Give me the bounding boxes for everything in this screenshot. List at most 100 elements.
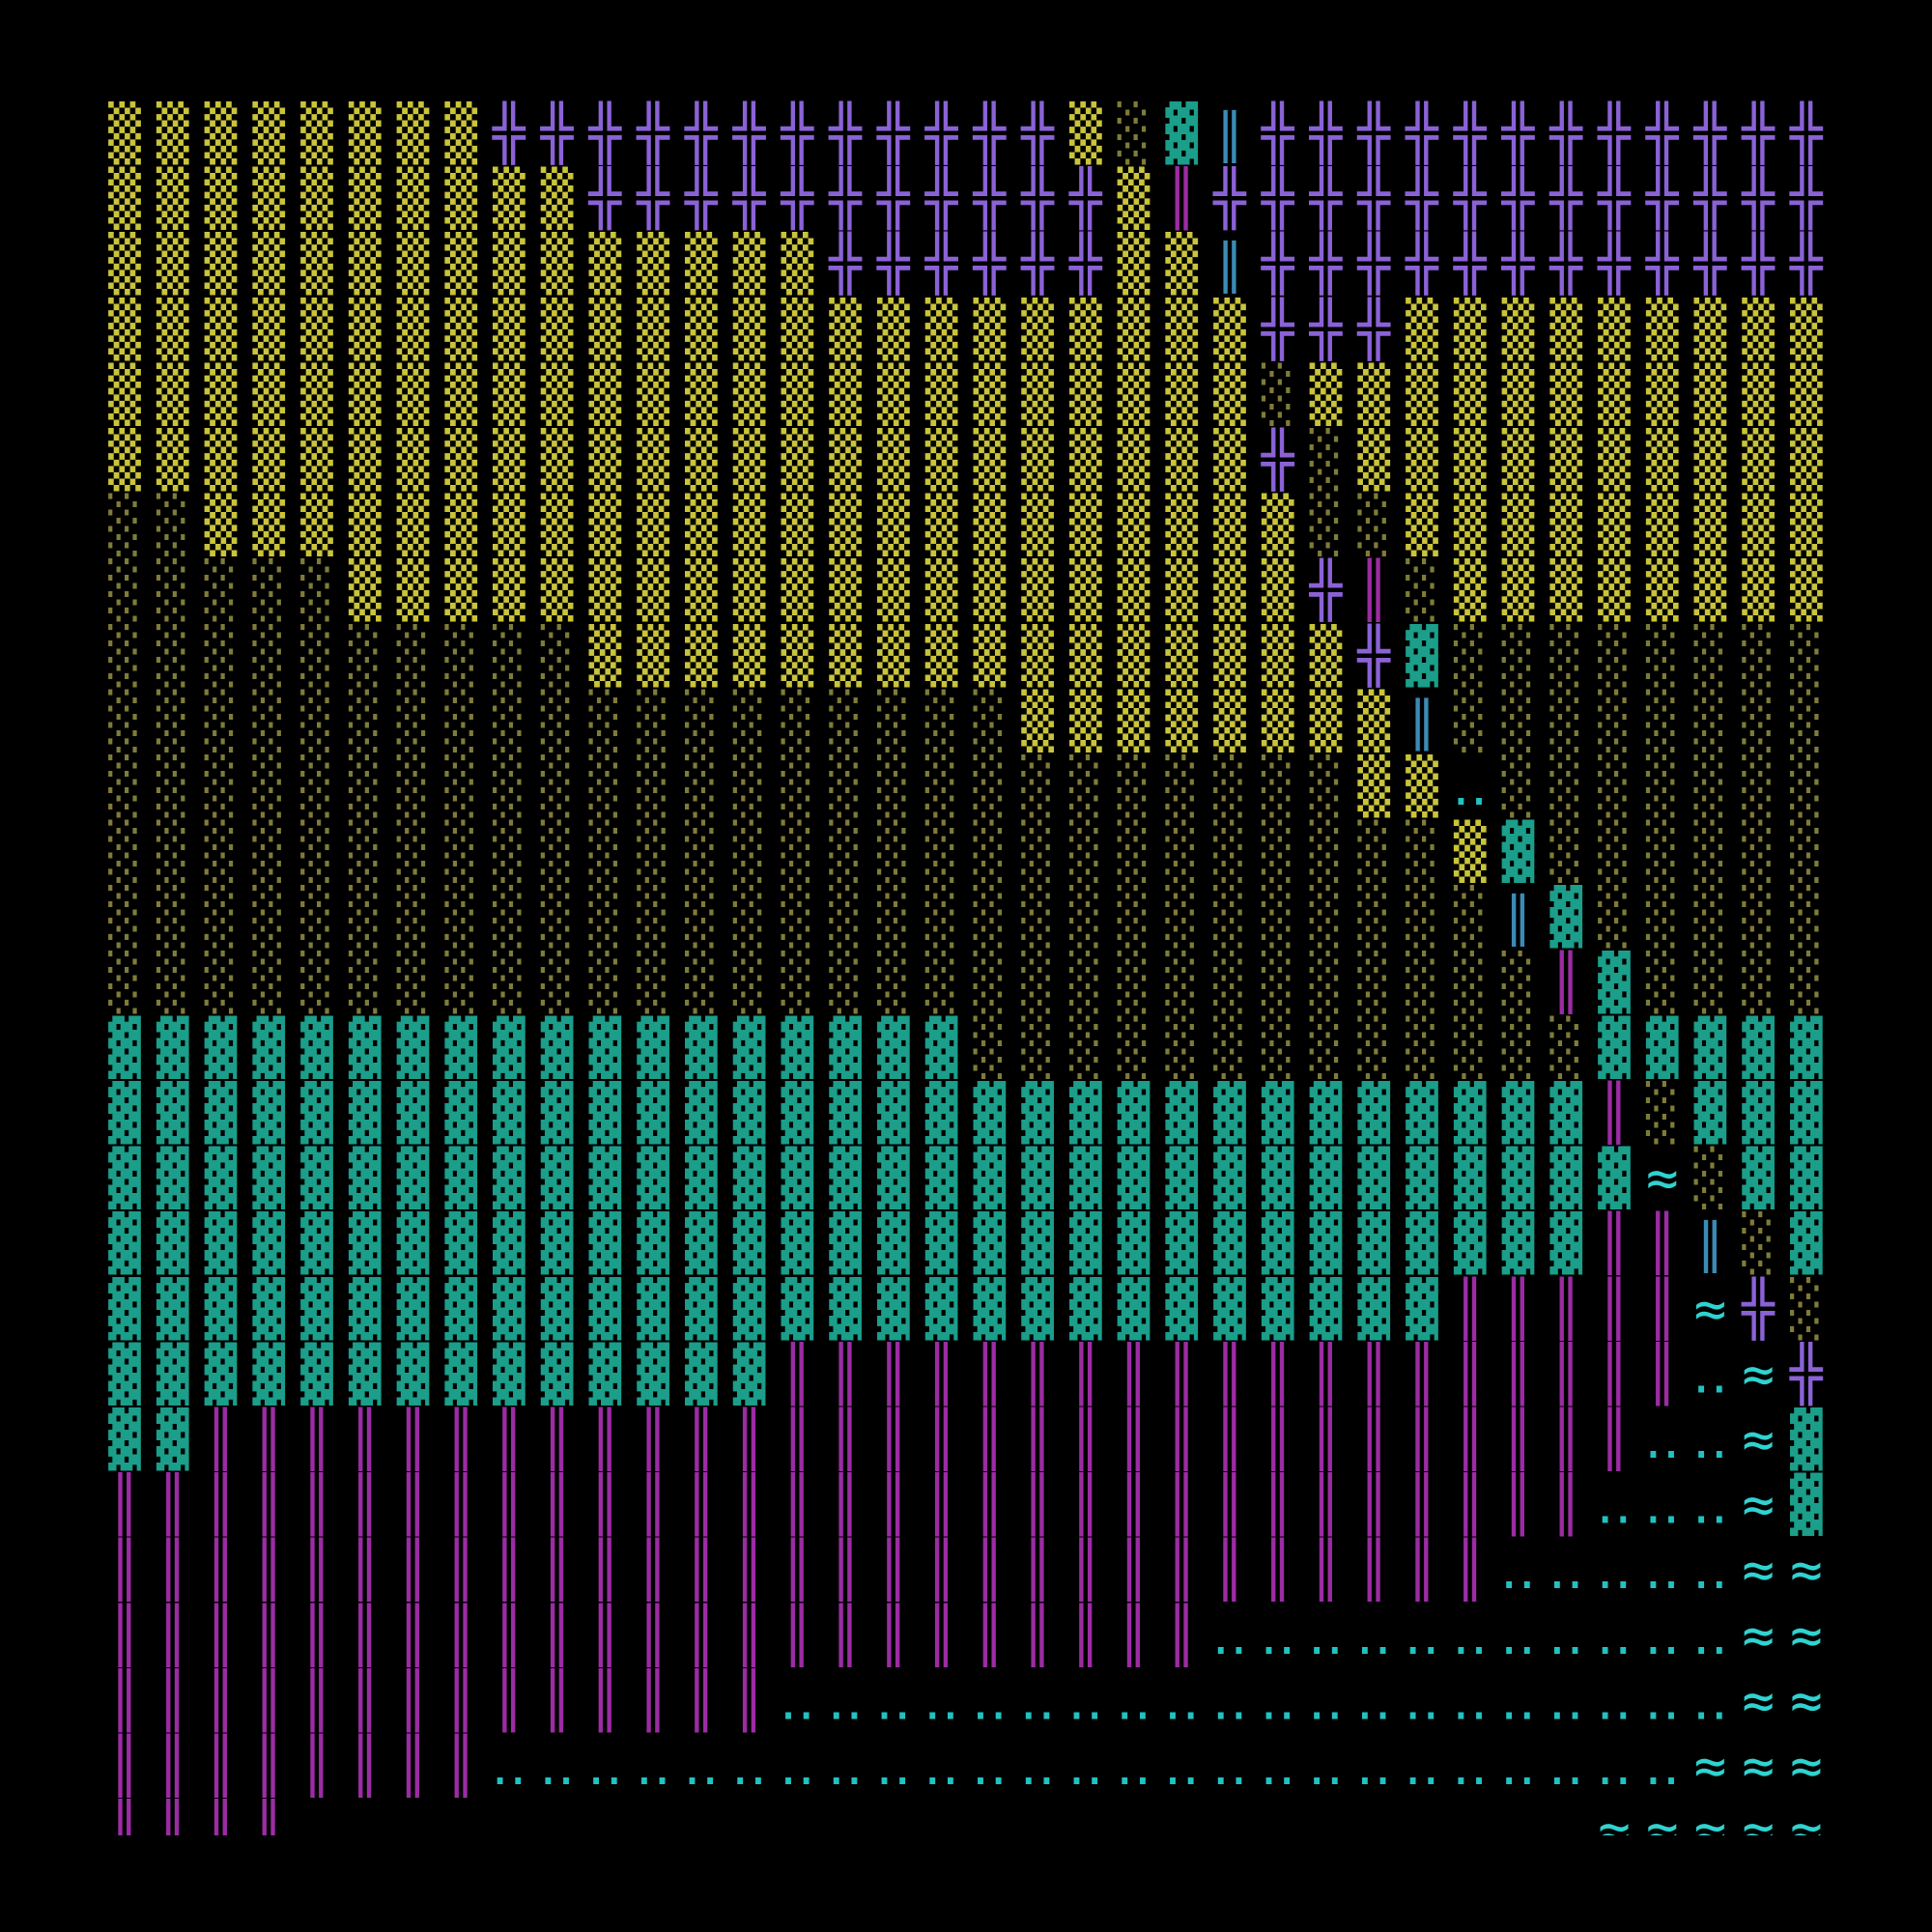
tile: ▓	[493, 1147, 526, 1210]
tile: ║	[925, 1603, 958, 1667]
tile: ║	[1549, 1406, 1582, 1471]
tile: ╬	[1501, 231, 1536, 296]
tile: ║	[637, 1406, 669, 1471]
tile: ╬	[1645, 231, 1680, 296]
tile: ║	[397, 1537, 430, 1602]
tile: ▒	[1406, 297, 1438, 361]
tile: ░	[1021, 754, 1054, 818]
tile: ║	[349, 1472, 382, 1537]
tile: ░	[1549, 820, 1582, 884]
tile: ░	[733, 885, 766, 949]
tile: ║	[1118, 1603, 1151, 1667]
tile: ║	[1165, 1406, 1198, 1471]
tile: ▒	[1262, 623, 1294, 688]
tile: ░	[781, 951, 814, 1014]
tile: ░	[156, 494, 189, 557]
tile: ▓	[397, 1277, 430, 1341]
tile: ▓	[108, 1081, 141, 1145]
tile: ░	[1165, 1015, 1198, 1079]
tile: ▒	[108, 361, 141, 426]
tile: ║	[1502, 1406, 1535, 1471]
tile: ░	[589, 820, 622, 884]
tile: ▒	[589, 427, 622, 492]
tile: ░	[829, 820, 862, 884]
tile: ▓	[205, 1342, 238, 1406]
tile: ‥	[827, 1735, 863, 1798]
tile: ░	[829, 885, 862, 949]
tile: ░	[1742, 820, 1775, 884]
tile: ╬	[1356, 297, 1391, 361]
tile: ‥	[1644, 1539, 1680, 1602]
tile: ▒	[1118, 688, 1151, 753]
tile: ▒	[781, 557, 814, 622]
tile: ‥	[1211, 1669, 1247, 1732]
tile: ▓	[973, 1211, 1006, 1275]
tile: ▒	[444, 427, 477, 492]
tile: ░	[156, 624, 189, 688]
tile: ▓	[781, 1277, 814, 1341]
tile: ▒	[252, 100, 285, 165]
tile: ░	[444, 951, 477, 1014]
tile: ╬	[1020, 166, 1055, 231]
tile: ░	[973, 820, 1006, 884]
tile: ║	[781, 1472, 814, 1537]
tile: ▓	[252, 1277, 285, 1341]
tile: ▒	[973, 297, 1006, 361]
tile: ‥	[1164, 1735, 1200, 1798]
tile: ░	[877, 951, 910, 1014]
tile: ║	[733, 1406, 766, 1471]
tile: ▒	[1598, 557, 1631, 622]
tile: ▓	[444, 1147, 477, 1210]
tile: ▒	[1118, 231, 1151, 296]
tile: ▓	[925, 1277, 958, 1341]
tile: ║	[1502, 1276, 1535, 1341]
tile: ▓	[1502, 1081, 1535, 1145]
tile: ║	[300, 1733, 333, 1798]
tile: ▓	[205, 1211, 238, 1275]
tile: ╬	[1597, 166, 1632, 231]
tile: ║	[541, 1406, 574, 1471]
tile: ░	[444, 754, 477, 818]
tile: ░	[1454, 689, 1487, 753]
tile: ▒	[685, 623, 718, 688]
tile: ░	[1165, 885, 1198, 949]
tile: ║	[1165, 1341, 1198, 1406]
tile: ╬	[1597, 100, 1632, 165]
tile: ░	[541, 951, 574, 1014]
tile: ║	[1646, 1341, 1679, 1406]
tile: ▒	[829, 297, 862, 361]
tile: ░	[252, 885, 285, 949]
tile: ░	[1406, 820, 1438, 884]
tile: ▒	[1069, 427, 1102, 492]
tile: ▒	[1213, 361, 1246, 426]
tile: ║	[1406, 1537, 1438, 1602]
tile: ░	[925, 885, 958, 949]
tile: ░	[973, 1015, 1006, 1079]
tile: ║	[205, 1733, 238, 1798]
tile: ▒	[1118, 166, 1151, 231]
tile: ▒	[1118, 427, 1151, 492]
tile: ▒	[156, 361, 189, 426]
tile: ▓	[300, 1277, 333, 1341]
tile: ╬	[492, 100, 526, 165]
tile: ░	[1406, 1015, 1438, 1079]
tile: ▒	[397, 297, 430, 361]
tile: ▒	[589, 297, 622, 361]
tile: ║	[1310, 1537, 1343, 1602]
tile: ░	[1694, 689, 1727, 753]
tile: ‥	[539, 1735, 575, 1798]
tile: ║	[973, 1406, 1006, 1471]
tile: ▓	[1069, 1081, 1102, 1145]
tile: ‥	[875, 1669, 911, 1732]
tile: ║	[973, 1603, 1006, 1667]
tile: ░	[300, 689, 333, 753]
tile: ░	[1118, 951, 1151, 1014]
tile: ║	[397, 1472, 430, 1537]
tile: ▓	[349, 1277, 382, 1341]
tile: ‥	[1692, 1474, 1728, 1537]
tile: ░	[1598, 820, 1631, 884]
tile: ╬	[828, 166, 863, 231]
tile: ▒	[1118, 361, 1151, 426]
tile: ░	[349, 885, 382, 949]
tile: ▒	[781, 231, 814, 296]
